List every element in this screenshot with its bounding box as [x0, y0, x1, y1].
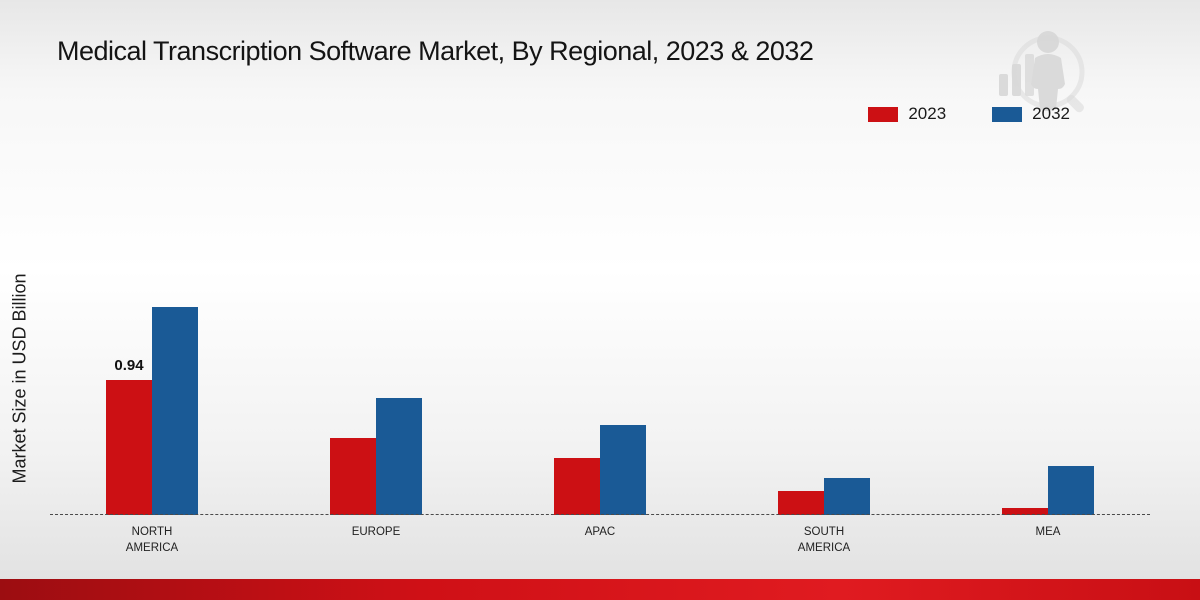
- category-label-north-america: NORTH AMERICA: [125, 526, 179, 554]
- baseline-axis: [50, 514, 1150, 515]
- bar-group-europe: EUROPE: [330, 398, 422, 538]
- category-label-mea: MEA: [1035, 526, 1061, 538]
- watermark-growth-figure-icon: [985, 28, 1085, 121]
- legend-item-2023: 2023: [868, 104, 946, 124]
- bar-group-mea: MEA: [1002, 466, 1094, 538]
- bar-2032-south-america: [824, 478, 870, 515]
- legend-item-2032: 2032: [992, 104, 1070, 124]
- bar-groups: 0.94 NORTH AMERICA EUROPE APAC SOUTH AMERICA…: [40, 286, 1160, 554]
- bar-value-label: 0.94: [114, 357, 144, 374]
- bar-group-south-america: SOUTH AMERICA: [778, 478, 870, 554]
- category-label-europe: EUROPE: [351, 526, 401, 538]
- legend-label-2032: 2032: [1032, 104, 1070, 123]
- bar-group-north-america: 0.94 NORTH AMERICA: [106, 307, 198, 554]
- category-label-apac: APAC: [584, 526, 616, 538]
- category-label-south-america: SOUTH AMERICA: [797, 526, 851, 554]
- bar-2023-mea: [1002, 508, 1048, 515]
- bar-2032-mea: [1048, 466, 1094, 515]
- legend: 2023 2032: [868, 104, 1070, 124]
- legend-swatch-2023: [868, 106, 899, 122]
- plot-area: 0.94 NORTH AMERICA EUROPE APAC SOUTH AMERICA…: [40, 286, 1160, 554]
- footer-bar: [0, 579, 1200, 600]
- bar-2023-north-america: 0.94: [106, 357, 152, 515]
- legend-swatch-2032: [992, 106, 1023, 122]
- bar-2023-apac: [554, 458, 600, 515]
- bar-2032-europe: [376, 398, 422, 515]
- bar-2023-europe: [330, 438, 376, 515]
- legend-label-2023: 2023: [908, 104, 947, 123]
- bar-2032-north-america: [152, 307, 198, 515]
- bar-group-apac: APAC: [554, 425, 646, 538]
- y-axis-label: Market Size in USD Billion: [9, 273, 30, 484]
- bar-2032-apac: [600, 425, 646, 515]
- bar-2023-south-america: [778, 491, 824, 515]
- chart-title: Medical Transcription Software Market, B…: [57, 36, 814, 66]
